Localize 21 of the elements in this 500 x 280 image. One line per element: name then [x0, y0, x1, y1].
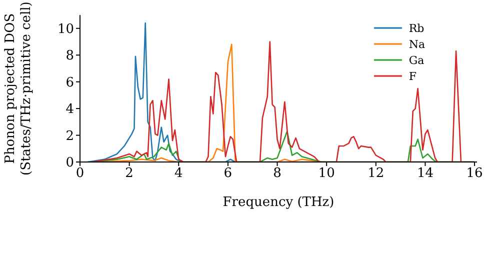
y-axis-title: Phonon projected DOS (States/THz·primitive cell) — [3, 1, 34, 176]
x-axis-title: Frequency (THz) — [222, 195, 334, 210]
x-tick-label: 10 — [318, 166, 335, 182]
y-tick-label: 4 — [66, 102, 74, 118]
x-tick-label: 6 — [224, 166, 232, 182]
x-tick-label: 12 — [368, 166, 384, 182]
legend-label: Rb — [408, 22, 424, 34]
y-tick-label: 8 — [66, 48, 74, 64]
y-tick-label: 6 — [66, 75, 74, 90]
x-tick-label: 16 — [466, 166, 483, 182]
x-tick-label: 0 — [76, 166, 84, 182]
x-tick-label: 2 — [125, 166, 134, 182]
y-tick-label: 0 — [66, 156, 74, 171]
legend-label: F — [408, 70, 416, 82]
legend-label: Na — [408, 38, 425, 50]
y-tick-label: 10 — [57, 22, 74, 37]
x-tick-label: 14 — [416, 166, 434, 182]
legend-label: Ga — [408, 54, 424, 66]
y-tick-label: 2 — [66, 128, 74, 144]
x-tick-label: 4 — [174, 166, 183, 182]
x-tick-label: 8 — [273, 166, 282, 182]
